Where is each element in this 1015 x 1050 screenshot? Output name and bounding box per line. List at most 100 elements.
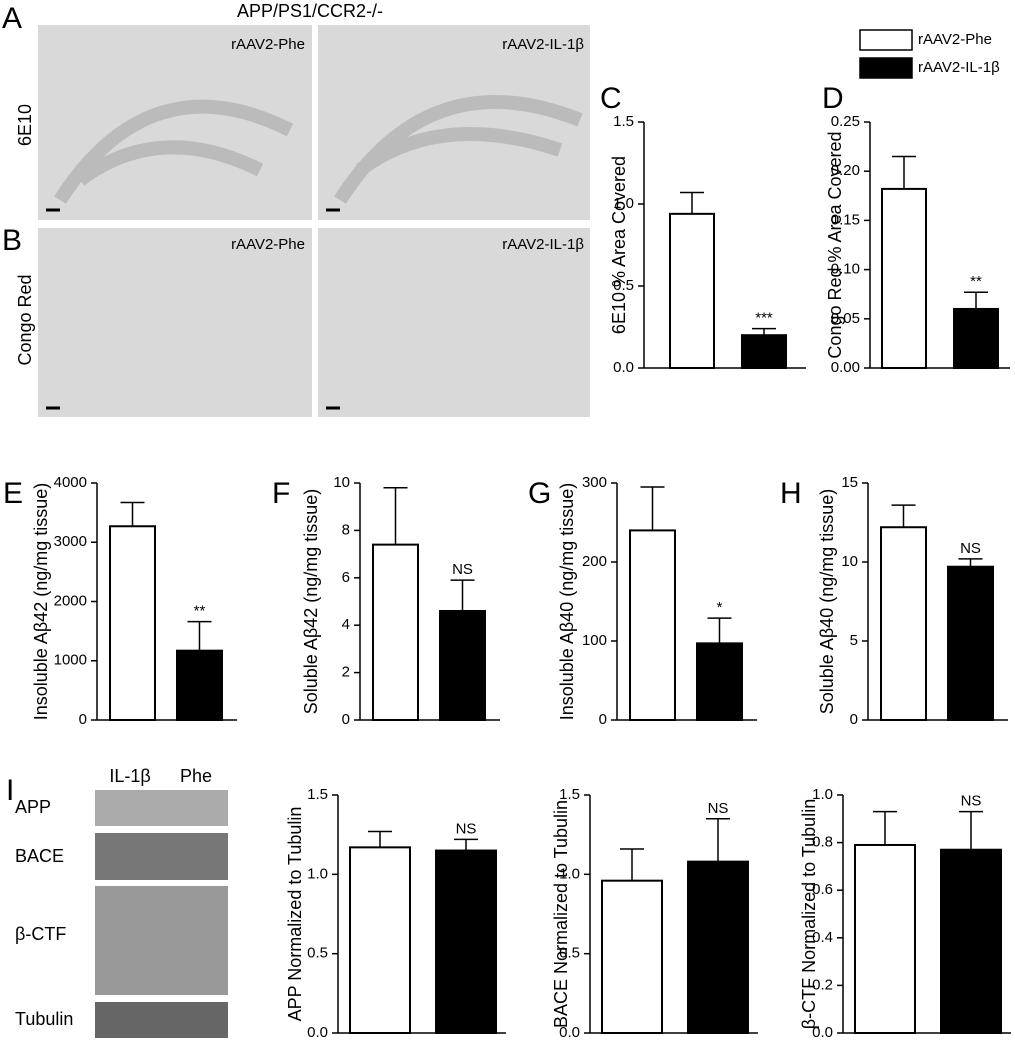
bar <box>439 609 486 721</box>
y-tick-label: 0.2 <box>812 976 833 993</box>
bar <box>601 879 663 1034</box>
significance: NS <box>708 800 729 817</box>
y-tick-label: 0.0 <box>613 359 634 376</box>
error-bar <box>873 810 897 845</box>
bar <box>109 525 156 721</box>
y-tick-label: 4000 <box>54 474 87 491</box>
y-axis-label: Congo Red % Area Covered <box>825 131 845 358</box>
significance: NS <box>452 561 473 578</box>
blot <box>95 790 228 826</box>
y-tick-label: 0 <box>850 711 858 728</box>
y-tick-label: 0.6 <box>812 881 833 898</box>
error-bar <box>891 504 916 528</box>
y-tick-label: 100 <box>582 632 607 649</box>
y-tick-label: 0.10 <box>831 261 860 278</box>
y-tick-label: 1.0 <box>812 786 833 803</box>
panel-letter: C <box>600 82 622 115</box>
y-axis-label: Soluble Aβ42 (ng/mg tissue) <box>301 489 321 714</box>
error-bar <box>368 830 392 848</box>
significance: * <box>717 599 723 616</box>
error-bar <box>620 848 644 881</box>
legend-swatch <box>859 57 913 79</box>
y-tick-label: 300 <box>582 474 607 491</box>
band-label: Tubulin <box>15 1009 73 1029</box>
y-tick-label: 4 <box>342 616 350 633</box>
error-bar <box>454 838 478 851</box>
error-bar <box>187 620 212 651</box>
y-tick-label: 0.0 <box>559 1024 580 1041</box>
blot <box>95 886 228 995</box>
row-label: 6E10 <box>15 104 35 146</box>
bar <box>881 187 927 369</box>
significance: ** <box>970 273 982 290</box>
image-label: rAAV2-IL-1β <box>502 36 584 53</box>
panel-letter: I <box>6 774 14 807</box>
figure-title: APP/PS1/CCR2-/- <box>237 1 383 21</box>
y-tick-label: 0 <box>79 711 87 728</box>
error-bar <box>752 327 776 336</box>
significance: NS <box>456 820 477 837</box>
error-bar <box>706 818 730 862</box>
error-bar <box>120 501 145 527</box>
tissue <box>54 99 294 204</box>
image-label: rAAV2-IL-1β <box>502 236 584 253</box>
panel-letter: H <box>780 477 802 510</box>
y-tick-label: 0.0 <box>307 1024 328 1041</box>
bar <box>741 334 787 370</box>
panel-letter: F <box>272 477 290 510</box>
y-tick-label: 3000 <box>54 533 87 550</box>
y-axis-label: β-CTF Normalized to Tubulin <box>799 799 819 1029</box>
error-bar <box>959 810 983 850</box>
y-tick-label: 1.5 <box>559 786 580 803</box>
y-tick-label: 1000 <box>54 652 87 669</box>
band-label: APP <box>15 797 51 817</box>
y-axis-label: BACE Normalized to Tubulin <box>551 800 571 1028</box>
panel-letter: E <box>3 477 23 510</box>
bar <box>349 846 411 1034</box>
micrograph <box>318 25 590 220</box>
significance: ** <box>194 603 206 620</box>
y-tick-label: 0 <box>599 711 607 728</box>
lane-label: IL-1β <box>109 766 150 786</box>
y-axis-label: Soluble Aβ40 (ng/mg tissue) <box>817 489 837 714</box>
image-label: rAAV2-Phe <box>231 36 305 53</box>
micrograph <box>38 228 312 417</box>
panel-letter: A <box>2 2 22 35</box>
y-tick-label: 6 <box>342 569 350 586</box>
legend-swatch <box>859 29 913 51</box>
legend-label: rAAV2-IL-1β <box>918 59 1000 76</box>
panel-letter: D <box>822 82 844 115</box>
error-bar <box>958 558 983 567</box>
y-tick-label: 0.05 <box>831 310 860 327</box>
panel-letter: B <box>2 224 22 257</box>
band-label: β-CTF <box>15 924 66 944</box>
blot <box>95 833 228 880</box>
panel-letter: G <box>528 477 551 510</box>
bar <box>687 860 749 1035</box>
bar <box>176 649 223 721</box>
bar <box>435 849 497 1034</box>
bar <box>854 843 916 1034</box>
y-axis-label: APP Normalized to Tubulin <box>285 807 305 1022</box>
y-tick-label: 0.8 <box>812 834 833 851</box>
error-bar <box>383 486 408 545</box>
y-tick-label: 2 <box>342 664 350 681</box>
y-axis-label: Insoluble Aβ40 (ng/mg tissue) <box>557 483 577 720</box>
blot <box>95 1002 228 1038</box>
image-label: rAAV2-Phe <box>231 236 305 253</box>
y-tick-label: 10 <box>333 474 350 491</box>
bar <box>372 543 419 721</box>
bar <box>880 526 927 721</box>
y-tick-label: 0.15 <box>831 211 860 228</box>
y-axis-label: 6E10 % Area Covered <box>609 156 629 334</box>
y-tick-label: 8 <box>342 521 350 538</box>
y-tick-label: 0.5 <box>307 945 328 962</box>
band-label: BACE <box>15 846 64 866</box>
y-tick-label: 2000 <box>54 592 87 609</box>
bar <box>629 529 676 722</box>
bar <box>669 212 715 369</box>
y-tick-label: 0.5 <box>613 277 634 294</box>
significance: *** <box>755 310 773 327</box>
bar <box>940 848 1002 1034</box>
